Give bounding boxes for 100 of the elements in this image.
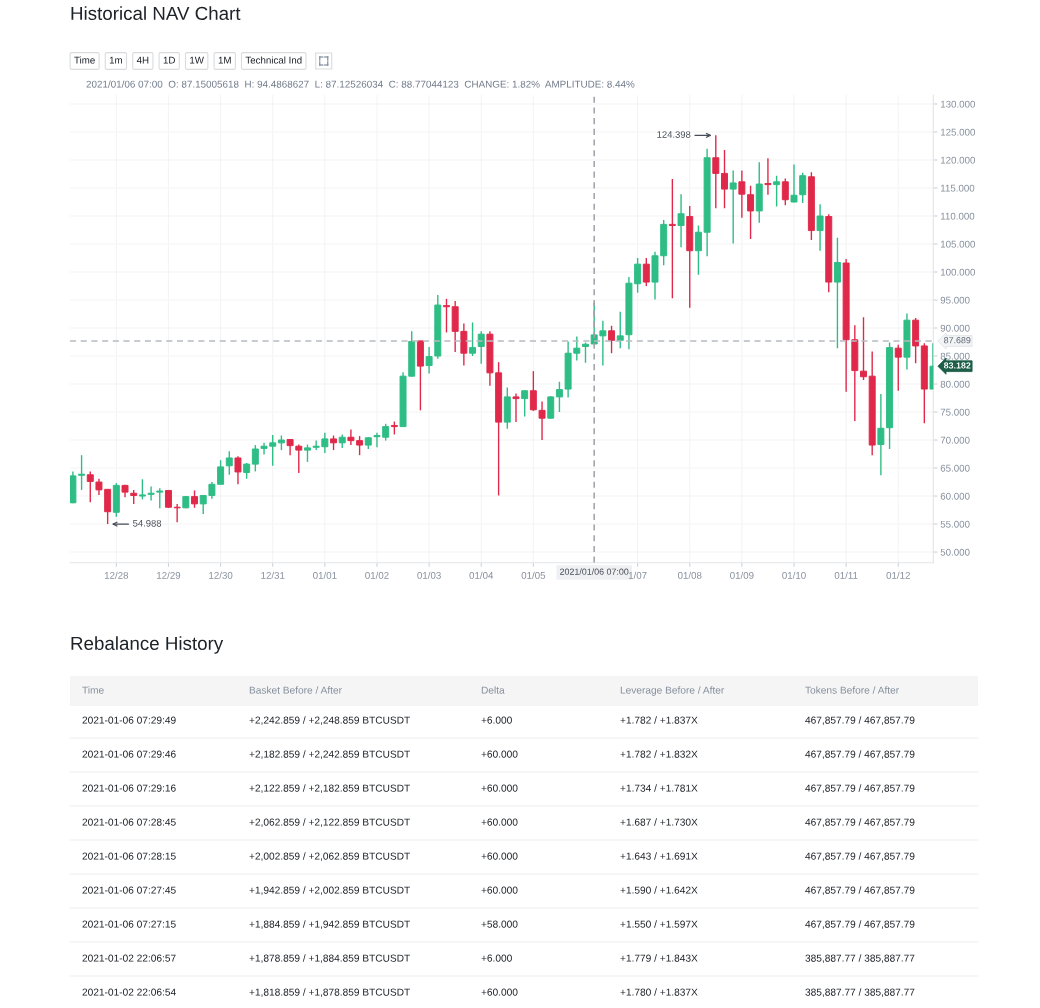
text: +1,884.859 / +1,942.859 BTCUSDT [249,920,410,929]
text: 385,887.77 / 385,887.77 [805,954,915,963]
text: +2,242.859 / +2,248.859 BTCUSDT [249,716,410,725]
text: +1.780 / +1.837X [620,988,698,996]
x-tick-label: 12/28 [104,571,129,579]
text: 2021-01-06 07:28:15 [82,852,176,860]
candlestick [781,177,789,207]
y-tick-label: 95.000 [940,296,970,304]
candlestick [799,172,807,204]
text: +1.734 / +1.781X [620,784,698,792]
candlestick [642,257,650,287]
text: +60.000 [481,988,518,996]
candlestick [790,163,798,204]
text: Time [74,56,95,64]
text: +1.590 / +1.642X [620,886,698,894]
ref-line-label: 87.689 [944,337,971,344]
text: 2021-01-06 07:29:49 [82,716,176,724]
ref-line-label: 2021/01/06 07:00 [560,568,629,575]
candlestick [712,134,720,209]
x-tick-label: 01/03 [417,571,441,579]
x-tick-label: 12/31 [261,571,285,579]
category-label: Leverage Before / After [620,686,725,696]
y-tick-label: 130.000 [940,100,976,108]
text: 467,857.79 / 467,857.79 [805,886,915,895]
text: 1W [190,56,204,64]
candlestick [547,395,555,420]
x-tick-label: 01/12 [886,571,910,579]
x-tick-label: 01/08 [677,571,702,579]
candlestick [773,174,781,208]
text: 4H [136,56,149,64]
text: 2021-01-06 07:27:15 [82,920,176,928]
category-label: Delta [481,686,505,694]
y-tick-label: 120.000 [940,156,976,164]
text: 467,857.79 / 467,857.79 [805,716,915,725]
text: 2021-01-06 07:28:45 [82,818,176,826]
text: +1,818.859 / +1,878.859 BTCUSDT [249,988,410,997]
candlestick [721,149,728,209]
candlestick [477,330,485,365]
text: 1M [218,56,231,64]
candlestick [668,178,676,300]
y-tick-label: 125.000 [940,128,976,136]
candlestick [616,311,624,349]
y-tick-label: 60.000 [940,492,970,500]
category-label: Basket Before / After [249,686,342,694]
chart-subtitle: 2021/01/06 07:00 O: 87.15005618 H: 94.4868627 L: 87.12526034 C: 88.77044123 CHANGE: 1.82% AMPLITUDE: 8.44% [86,80,635,88]
text: +1,878.859 / +1,884.859 BTCUSDT [249,954,410,963]
text: 467,857.79 / 467,857.79 [805,784,915,793]
text: 2021-01-02 22:06:54 [82,988,176,996]
text: +1.782 / +1.832X [620,750,698,758]
text: +60.000 [481,886,518,894]
text: +2,062.859 / +2,122.859 BTCUSDT [249,818,410,827]
text: +1.782 / +1.837X [620,716,698,724]
text: +2,122.859 / +2,182.859 BTCUSDT [249,784,410,793]
candlestick [469,321,477,357]
y-tick-label: 75.000 [940,408,970,416]
annotation: 54.988 [133,519,162,527]
text: +1.779 / +1.843X [620,954,698,962]
category-label: Tokens Before / After [805,686,899,694]
candlestick [894,344,902,392]
text: 467,857.79 / 467,857.79 [805,750,915,759]
text: 1m [109,56,122,64]
y-tick-label: 65.000 [940,464,970,472]
text: +1.643 / +1.691X [620,852,698,860]
candlestick [521,390,529,418]
text: 467,857.79 / 467,857.79 [805,818,915,827]
x-tick-label: 1/07 [628,571,647,579]
text: +6.000 [481,716,512,724]
text: 1D [163,56,175,64]
candlestick [582,341,589,364]
candlestick [729,169,737,245]
candlestick [677,193,685,249]
x-tick-label: 01/05 [521,571,546,579]
candlestick [860,316,867,381]
category-label: Time [82,686,104,694]
text: 2021-01-06 07:27:45 [82,886,176,894]
text: Rebalance History [71,636,224,654]
x-tick-label: 01/02 [365,571,389,579]
text: Technical Ind [245,56,302,64]
y-tick-label: 70.000 [940,436,970,444]
y-tick-label: 110.000 [940,212,975,220]
candlestick [538,400,546,441]
candlestick [816,203,824,252]
text: 83.182 [943,362,971,369]
text: +1.550 / +1.597X [620,920,698,928]
text: 467,857.79 / 467,857.79 [805,852,915,861]
text: +2,002.859 / +2,062.859 BTCUSDT [249,852,410,861]
x-tick-label: 12/30 [209,571,233,579]
x-tick-label: 01/01 [313,571,337,579]
y-tick-label: 80.000 [940,380,970,388]
text: 2021-01-06 07:29:16 [82,784,176,792]
candlestick [608,325,616,354]
text: 385,887.77 / 385,887.77 [805,988,915,997]
candlestick [764,157,772,196]
text: +2,182.859 / +2,242.859 BTCUSDT [249,750,410,759]
candlestick [529,370,537,412]
x-tick-label: 01/10 [782,571,806,579]
chart-title: Historical NAV Chart [71,6,241,21]
y-tick-label: 90.000 [940,324,970,332]
text: 2021-01-06 07:29:46 [82,750,176,758]
candlestick [442,298,450,334]
